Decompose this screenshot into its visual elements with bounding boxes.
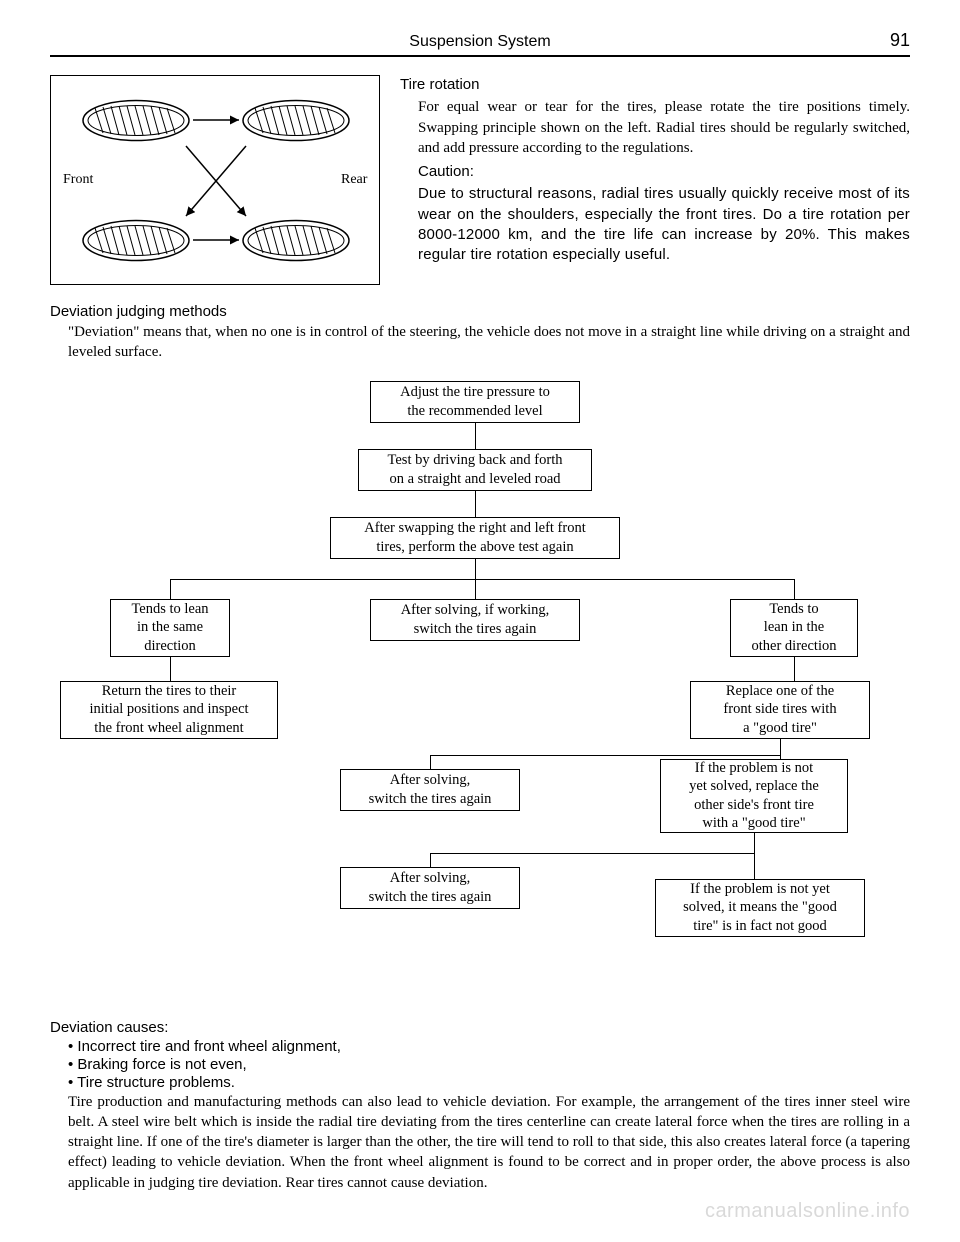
flowchart-connector [430,853,431,867]
flowchart-box: After solving, if working,switch the tir… [370,599,580,641]
flowchart-connector [475,491,476,517]
tire-rotation-para: For equal wear or tear for the tires, pl… [418,97,910,158]
caution-label: Caution: [418,162,910,182]
flowchart-connector [170,657,171,681]
flowchart-connector [475,579,476,599]
flowchart-connector [754,833,755,853]
deviation-heading: Deviation judging methods [50,303,910,320]
causes-long-para: Tire production and manufacturing method… [68,1092,910,1193]
deviation-para: "Deviation" means that, when no one is i… [68,322,910,363]
caution-body: Due to structural reasons, radial tires … [418,184,910,265]
flowchart-box: If the problem is notyet solved, replace… [660,759,848,833]
cause-bullet: • Tire structure problems. [68,1074,910,1091]
flowchart-box: After solving,switch the tires again [340,867,520,909]
flowchart-box: Test by driving back and forthon a strai… [358,449,592,491]
flowchart-connector [430,755,780,756]
flowchart-box: Replace one of thefront side tires witha… [690,681,870,739]
flowchart-connector [170,579,794,580]
flowchart-box: Tends tolean in theother direction [730,599,858,657]
flowchart-box: If the problem is not yetsolved, it mean… [655,879,865,937]
flowchart-box: After solving,switch the tires again [340,769,520,811]
flowchart-box: Tends to leanin the samedirection [110,599,230,657]
page-number: 91 [870,30,910,51]
flowchart-connector [170,579,171,599]
cause-bullet: • Braking force is not even, [68,1056,910,1073]
tire-rotation-text: Tire rotation For equal wear or tear for… [400,75,910,285]
watermark: carmanualsonline.info [705,1200,910,1223]
flowchart-connector [754,853,755,879]
top-row: Front Rear Tire rotation For equal wear … [50,75,910,285]
causes-heading: Deviation causes: [50,1019,910,1036]
tire-rotation-diagram: Front Rear [50,75,380,285]
flowchart-connector [430,755,431,769]
flowchart-connector [780,739,781,759]
front-label: Front [63,172,93,188]
flowchart-box: Adjust the tire pressure tothe recommend… [370,381,580,423]
flowchart-connector [430,853,754,854]
page-header: Suspension System 91 [50,30,910,57]
deviation-flowchart: Adjust the tire pressure tothe recommend… [50,381,910,1001]
flowchart-connector [475,423,476,449]
rear-label: Rear [341,172,367,188]
tire-rotation-title: Tire rotation [400,75,910,95]
deviation-causes: Deviation causes: • Incorrect tire and f… [50,1019,910,1193]
header-title: Suspension System [90,33,870,51]
flowchart-connector [794,657,795,681]
flowchart-box: After swapping the right and left frontt… [330,517,620,559]
flowchart-box: Return the tires to theirinitial positio… [60,681,278,739]
rotation-arrows-icon [51,76,381,286]
cause-bullet: • Incorrect tire and front wheel alignme… [68,1038,910,1055]
flowchart-connector [794,579,795,599]
flowchart-connector [475,559,476,579]
